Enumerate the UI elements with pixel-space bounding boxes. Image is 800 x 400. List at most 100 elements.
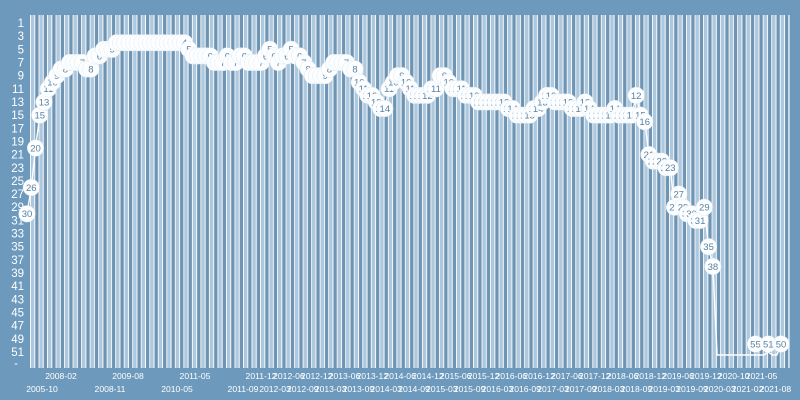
y-axis-tick-label: 13 [11,97,24,109]
y-axis-tick-label: 5 [18,44,24,56]
data-point-value-label: 29 [669,203,680,214]
data-point-value-label: 12 [631,91,642,102]
x-axis-tick-label: 2014-09 [398,384,430,394]
x-axis-tick-label: 2013-03 [315,384,347,394]
data-point-marker: 14 [376,100,394,118]
y-axis-tick-label: 33 [11,229,24,241]
x-axis-tick-label: 2008-02 [45,371,77,381]
x-axis-tick-label: 2012-03 [259,384,291,394]
y-axis-tick-label: 23 [11,163,24,175]
data-point-value-label: 10 [47,78,58,89]
data-point-value-label: 13 [537,97,548,108]
x-axis-tick-label: 2013-09 [343,384,375,394]
x-axis-tick-label: 2021-05 [746,371,778,381]
x-axis-tick-label: 2005-10 [26,384,58,394]
y-axis-tick-label: 39 [11,268,24,280]
y-axis-tick-label: 41 [11,281,24,293]
data-point-value-label: 14 [533,104,544,115]
x-axis-tick-label: 2015-09 [454,384,486,394]
data-point-value-label: 9 [54,71,59,82]
y-axis-tick-label: 7 [18,57,24,69]
y-axis-tick-label: 9 [18,71,24,83]
y-axis-tick-label: 51 [11,347,24,359]
y-axis-tick-label: 1 [18,18,24,30]
x-axis-tick-label: 2017-03 [537,384,569,394]
data-point-value-label: 15 [605,111,616,122]
data-point-marker: 20 [27,139,45,157]
data-point-value-label: 11 [431,84,441,95]
x-axis-tick-label: 2015-03 [426,384,458,394]
data-point-value-label: 16 [639,117,650,128]
data-point-value-label: 23 [665,163,676,174]
y-axis-tick-label: 3 [18,31,24,43]
data-point-value-label: 7 [276,58,281,69]
data-point-value-label: 5 [110,45,115,56]
data-point-value-label: 8 [63,64,68,75]
data-point-value-label: 51 [763,339,774,350]
data-point-value-label: 11 [43,84,53,95]
y-axis-tick-label: 43 [11,294,24,306]
x-axis-tick-label: 2018-06 [607,371,639,381]
x-axis-tick-label: 2015-12 [468,371,500,381]
y-axis-tick-label: 37 [11,255,24,267]
data-point-value-label: 15 [34,111,45,122]
y-axis-tick-label: 25 [11,176,24,188]
data-point-marker: 35 [700,238,718,256]
x-axis-tick-label: 2019-09 [676,384,708,394]
x-axis-tick-label: 2016-03 [482,384,514,394]
x-axis-tick-label: 2019-12 [690,371,722,381]
x-axis-tick-label: 2015-06 [440,371,472,381]
x-axis-tick-label: 2021-02 [732,384,764,394]
data-point-value-label: 35 [703,242,714,253]
y-axis-tick-label: 35 [11,242,24,254]
data-point-value-label: 6 [97,51,102,62]
data-point-marker: 26 [22,178,40,196]
x-axis-tick-label: 2018-03 [593,384,625,394]
x-axis-tick-label: 2012-06 [273,371,305,381]
data-point-value-label: 38 [708,262,719,273]
x-axis-tick-label: 2016-06 [496,371,528,381]
x-axis-tick-label: 2011-05 [180,371,211,381]
data-point-value-label: 7 [259,58,264,69]
data-point-marker: 23 [661,159,679,177]
data-point-value-label: 8 [327,64,332,75]
x-axis-tick-label: 2012-12 [301,371,333,381]
x-axis-tick-label: 2014-06 [384,371,416,381]
x-axis-tick-label: 2021-08 [760,384,792,394]
data-point-value-label: 30 [22,209,33,220]
x-axis-tick-label: 2018-09 [621,384,653,394]
data-point-value-label: 15 [524,111,535,122]
x-axis-tick-label: 2014-12 [412,371,444,381]
x-axis-tick-label: 2017-09 [565,384,597,394]
data-point-value-label: 14 [576,104,587,115]
data-point-marker: 38 [704,257,722,275]
data-point-marker: 13 [35,93,53,111]
data-point-value-label: 6 [284,51,289,62]
y-axis-tick-label: 49 [11,334,24,346]
data-point-value-label: 26 [26,183,37,194]
x-axis-tick-label: 2020-10 [718,371,750,381]
x-axis: 2005-10 2008-02 2008-11 2009-08 2010-05 2011-… [26,371,791,394]
y-axis-tick-label: 15 [11,110,24,122]
x-axis-tick-label: 2020-03 [704,384,736,394]
x-axis-tick-label: 2018-12 [635,371,667,381]
y-axis-overflow-dash: - [14,358,18,370]
data-point-value-label: 7 [233,58,238,69]
y-axis-tick-label: 21 [11,150,24,162]
data-point-value-label: 50 [776,339,787,350]
x-axis-tick-label: 2008-11 [95,384,126,394]
data-point-value-label: 29 [699,203,710,214]
x-axis-tick-label: 2013-06 [329,371,361,381]
y-axis-tick-label: 47 [11,321,24,333]
y-axis-tick-label: 11 [12,84,24,96]
data-point-value-label: 9 [323,71,328,82]
data-point-marker: 30 [18,205,36,223]
data-point-value-label: 11 [384,84,394,95]
data-point-value-label: 20 [30,143,41,154]
data-point-marker: 29 [695,198,713,216]
y-axis-tick-label: 27 [11,189,24,201]
x-axis-tick-label: 2017-06 [551,371,583,381]
data-point-marker: 12 [627,86,645,104]
data-point-value-label: 6 [263,51,268,62]
